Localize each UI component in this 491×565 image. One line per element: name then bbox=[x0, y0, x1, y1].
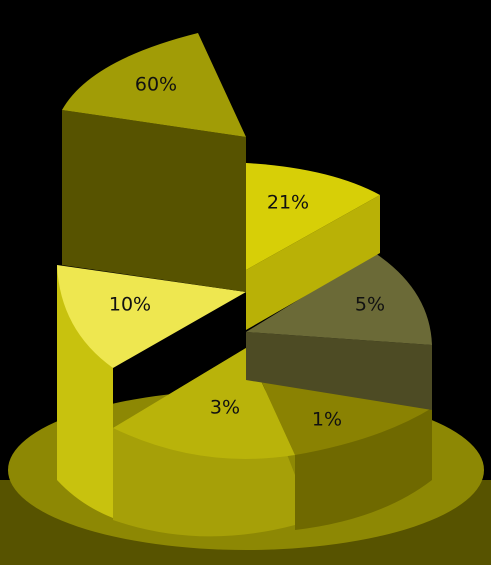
slice-21-top bbox=[246, 163, 380, 270]
slice-60-top bbox=[62, 33, 246, 137]
slice-label-5: 5% bbox=[355, 294, 385, 316]
slice-label-21: 21% bbox=[267, 192, 309, 214]
slice-label-3: 3% bbox=[210, 397, 240, 419]
slice-label-1: 1% bbox=[312, 409, 342, 431]
slice-5-side bbox=[246, 332, 432, 410]
slice-5-top bbox=[246, 253, 432, 345]
slice-10-side bbox=[57, 265, 113, 518]
slice-60-side bbox=[62, 110, 246, 292]
slice-21-side bbox=[246, 195, 380, 330]
slice-1-side bbox=[295, 408, 432, 530]
slice-10-top bbox=[57, 265, 246, 368]
slice-label-60: 60% bbox=[135, 74, 177, 96]
slice-label-10: 10% bbox=[109, 294, 151, 316]
